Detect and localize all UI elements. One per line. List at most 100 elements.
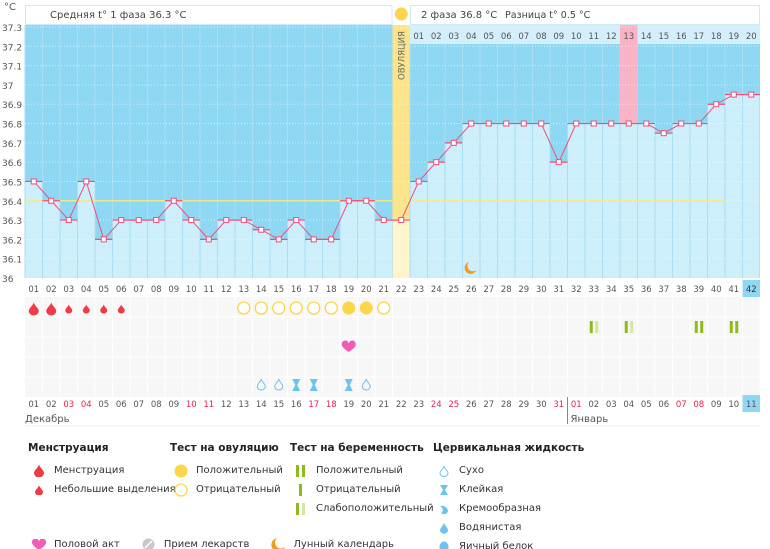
temperature-point — [573, 120, 580, 127]
ovulation-column — [392, 25, 410, 221]
date-label: 25 — [448, 400, 459, 410]
temperature-point — [730, 91, 737, 98]
cycle-day-label: 13 — [238, 285, 249, 295]
post-ovulation-day-label: 15 — [658, 32, 669, 42]
cycle-day-label: 27 — [483, 285, 494, 295]
pill-icon — [138, 538, 160, 549]
date-label: 01 — [571, 400, 582, 410]
filled-circle-icon — [170, 464, 192, 478]
temperature-point — [328, 236, 335, 243]
temperature-bar — [445, 142, 462, 278]
legend-pregnancy-test: Тест на беременность Положительный Отриц… — [290, 442, 434, 518]
cycle-day-label: 09 — [168, 285, 179, 295]
temperature-point — [643, 120, 650, 127]
temperature-point — [30, 178, 37, 185]
date-label: 11 — [203, 400, 214, 410]
cervical-sticky-icon — [309, 379, 318, 391]
date-label: 02 — [588, 400, 599, 410]
post-ovulation-day-label: 18 — [711, 32, 722, 42]
temperature-bar — [60, 220, 77, 278]
cycle-day-label: 02 — [46, 285, 57, 295]
post-ovulation-day-label: 14 — [641, 32, 652, 42]
highlighted-day-column — [620, 25, 638, 124]
pregnancy-test-weak-icon — [630, 321, 634, 333]
temperature-point — [48, 197, 55, 204]
temperature-point — [450, 139, 457, 146]
temperature-bar — [113, 220, 130, 278]
temperature-point — [345, 197, 352, 204]
date-label: 12 — [221, 400, 232, 410]
post-ovulation-day-label: 02 — [431, 32, 442, 42]
post-ovulation-day-label: 03 — [448, 32, 459, 42]
ovulation-test-negative-icon — [324, 301, 338, 315]
y-tick-label: 36.5 — [2, 178, 22, 188]
date-label: 07 — [133, 400, 144, 410]
date-label: 29 — [518, 400, 529, 410]
temperature-point — [468, 120, 475, 127]
date-label: 18 — [326, 400, 337, 410]
cycle-day-label: 33 — [588, 285, 599, 295]
phase1-average: Средняя t° 1 фаза 36.3 °C — [50, 10, 187, 21]
post-ovulation-day-label: 19 — [728, 32, 739, 42]
cycle-day-label: 37 — [658, 285, 669, 295]
temperature-point — [660, 130, 667, 137]
legend-item: Отрицательный — [290, 480, 434, 499]
post-ovulation-day-label: 05 — [483, 32, 494, 42]
temperature-point — [380, 217, 387, 224]
temperature-point — [100, 236, 107, 243]
temperature-point — [555, 159, 562, 166]
ovulation-label: ОВУЛЯЦИЯ — [397, 31, 407, 80]
date-label: 16 — [291, 400, 302, 410]
temperature-point — [275, 236, 282, 243]
ovulation-test-negative-icon — [307, 301, 321, 315]
ovulation-test-negative-icon — [254, 301, 268, 315]
unit-label: °C — [4, 2, 16, 13]
two-strips-icon — [290, 464, 312, 477]
post-ovulation-day-label: 12 — [606, 32, 617, 42]
date-label: 26 — [466, 400, 477, 410]
cycle-day-label: 01 — [28, 285, 39, 295]
temperature-point — [118, 217, 125, 224]
date-label: 06 — [658, 400, 669, 410]
temperature-bar — [708, 104, 725, 278]
pregnancy-test-strip — [729, 321, 733, 333]
temperature-bar — [43, 200, 60, 278]
temperature-point — [153, 217, 160, 224]
temperature-bar — [743, 94, 760, 278]
cycle-day-label: 42 — [746, 285, 757, 295]
temperature-bar — [218, 220, 235, 278]
current-day-highlight — [742, 395, 760, 412]
cycle-day-label: 31 — [553, 285, 564, 295]
spotting-icon — [117, 304, 125, 314]
temperature-point — [433, 159, 440, 166]
cycle-day-label: 26 — [466, 285, 477, 295]
cervical-dry-icon — [274, 378, 284, 391]
legend-item: Клейкая — [433, 480, 584, 499]
date-label: 23 — [413, 400, 424, 410]
temperature-point — [520, 120, 527, 127]
y-tick-label: 36.2 — [2, 236, 22, 246]
date-label: 05 — [641, 400, 652, 410]
y-tick-label: 36.3 — [2, 217, 22, 227]
temperature-point — [503, 120, 510, 127]
date-label: 02 — [46, 400, 57, 410]
y-tick-label: 36.8 — [2, 121, 22, 131]
date-label: 07 — [676, 400, 687, 410]
month-label: Январь — [571, 414, 609, 425]
legend-ovulation-test: Тест на овуляцию Положительный Отрицател… — [170, 442, 283, 499]
cycle-day-label: 23 — [413, 285, 424, 295]
date-label: 03 — [63, 400, 74, 410]
cycle-day-label: 28 — [501, 285, 512, 295]
y-tick-label: 37.2 — [2, 43, 22, 53]
cycle-day-label: 21 — [378, 285, 389, 295]
temperature-point — [310, 236, 317, 243]
post-ovulation-day-label: 10 — [571, 32, 582, 42]
legend-item: Положительный — [290, 461, 434, 480]
temperature-difference: Разница t° 0.5 °C — [505, 10, 591, 21]
legend-title: Тест на беременность — [290, 442, 424, 454]
date-label: 10 — [186, 400, 197, 410]
cycle-day-label: 19 — [343, 285, 354, 295]
date-label: 06 — [116, 400, 127, 410]
pregnancy-test-positive-icon — [700, 321, 704, 333]
